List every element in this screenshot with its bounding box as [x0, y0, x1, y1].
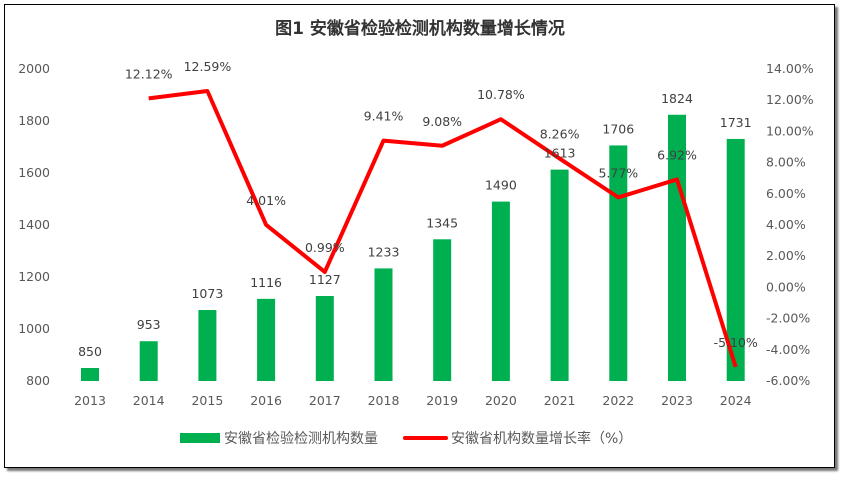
y-right-tick-label: 12.00%	[766, 92, 814, 107]
bar-data-label: 1116	[250, 275, 282, 290]
bar-data-label: 953	[137, 317, 161, 332]
bar-data-label: 1490	[485, 178, 517, 193]
line-data-label: 10.78%	[477, 87, 525, 102]
chart-title: 图1 安徽省检验检测机构数量增长情况	[275, 18, 565, 39]
y-right-tick-label: 0.00%	[766, 279, 806, 294]
line-data-label: 6.92%	[657, 147, 697, 162]
y-right-tick-label: -4.00%	[766, 342, 810, 357]
legend: 安徽省检验检测机构数量 安徽省机构数量增长率（%）	[180, 430, 632, 447]
x-tick-label: 2020	[485, 393, 517, 408]
legend-swatch-bar	[180, 433, 220, 443]
y-left-tick-label: 800	[26, 373, 50, 388]
bar-data-label: 1824	[661, 91, 693, 106]
line-data-label: 12.12%	[125, 66, 173, 81]
x-tick-label: 2023	[661, 393, 693, 408]
y-right-tick-label: 6.00%	[766, 186, 806, 201]
y-left-tick-label: 2000	[18, 61, 50, 76]
y-right-tick-label: 10.00%	[766, 123, 814, 138]
bar	[315, 295, 334, 381]
legend-label-line: 安徽省机构数量增长率（%）	[451, 430, 632, 447]
bar	[257, 298, 276, 381]
line-data-label: 0.99%	[305, 240, 345, 255]
x-tick-label: 2021	[544, 393, 576, 408]
y-left-tick-label: 1400	[18, 217, 50, 232]
y-right-tick-label: 4.00%	[766, 217, 806, 232]
x-tick-label: 2017	[309, 393, 341, 408]
line-data-label: 4.01%	[246, 193, 286, 208]
bar-data-label: 1731	[720, 115, 752, 130]
bar-data-label: 1127	[309, 272, 341, 287]
bar-data-label: 1233	[368, 244, 400, 259]
bar	[139, 341, 158, 381]
bar-data-label: 1613	[544, 146, 576, 161]
legend-label-bar: 安徽省检验检测机构数量	[224, 431, 378, 447]
y-right-tick-label: 14.00%	[766, 61, 814, 76]
bar	[374, 268, 393, 381]
x-tick-label: 2024	[720, 393, 752, 408]
bar	[609, 145, 628, 381]
bar	[491, 201, 510, 381]
bar	[433, 239, 452, 381]
y-right-tick-label: 8.00%	[766, 155, 806, 170]
line-data-label: -5.10%	[714, 335, 758, 350]
x-tick-label: 2015	[191, 393, 223, 408]
x-tick-label: 2013	[74, 393, 106, 408]
x-tick-label: 2018	[368, 393, 400, 408]
y-left-tick-label: 1200	[18, 269, 50, 284]
y-left-tick-label: 1000	[18, 321, 50, 336]
line-data-label: 8.26%	[540, 127, 580, 142]
bar-data-label: 1073	[191, 286, 223, 301]
bar-data-label: 850	[78, 344, 102, 359]
x-tick-label: 2019	[426, 393, 458, 408]
y-right-tick-label: -6.00%	[766, 373, 810, 388]
bar-data-label: 1345	[426, 215, 458, 230]
line-data-label: 9.41%	[364, 109, 404, 124]
bar-data-label: 1706	[602, 121, 634, 136]
bar	[550, 169, 569, 381]
x-tick-label: 2022	[602, 393, 634, 408]
bar	[81, 368, 99, 381]
bar	[726, 138, 745, 381]
x-tick-label: 2014	[133, 393, 165, 408]
y-left-tick-label: 1600	[18, 165, 50, 180]
line-data-label: 12.59%	[184, 59, 232, 74]
y-left-tick-label: 1800	[18, 113, 50, 128]
line-data-label: 9.08%	[422, 114, 462, 129]
line-data-label: 5.77%	[598, 165, 638, 180]
y-right-tick-label: 2.00%	[766, 248, 806, 263]
bar	[198, 310, 217, 381]
y-right-tick-label: -2.00%	[766, 311, 810, 326]
x-tick-label: 2016	[250, 393, 282, 408]
